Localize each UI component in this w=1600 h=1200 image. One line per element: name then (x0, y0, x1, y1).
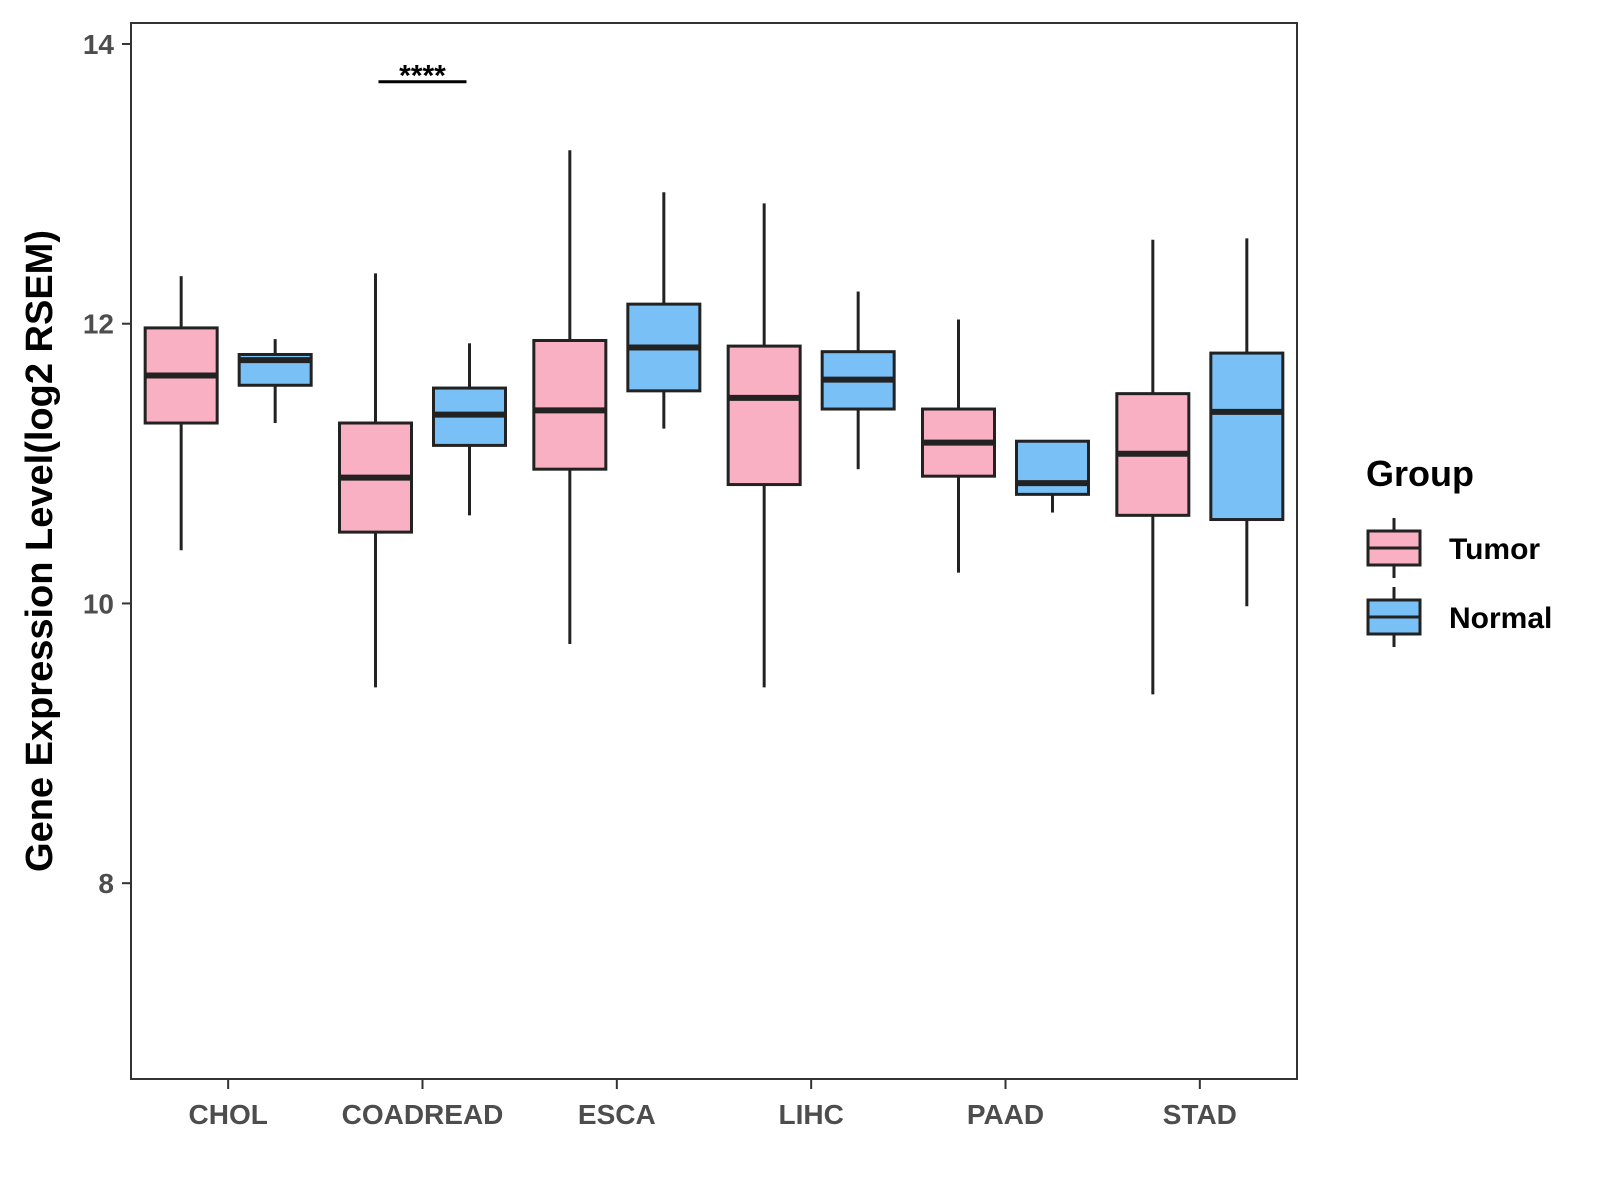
box-normal-coadread (432, 343, 507, 516)
x-axis: CHOL COADREAD ESCA LIHC PAAD STAD (189, 1079, 1237, 1130)
x-tick-label-coadread: COADREAD (342, 1099, 504, 1130)
significance-label: **** (399, 60, 446, 93)
x-tick-label-lihc: LIHC (779, 1099, 844, 1130)
box-tumor-esca (532, 150, 608, 645)
y-tick-label: 8 (98, 868, 114, 899)
annotation-layer: **** (378, 60, 467, 93)
box-tumor-lihc (726, 203, 802, 688)
legend-label: Tumor (1449, 533, 1540, 566)
box-body (726, 344, 802, 487)
box-tumor-stad (1115, 239, 1191, 695)
x-tick-label-chol: CHOL (189, 1099, 268, 1130)
y-tick-label: 12 (83, 309, 114, 340)
box-normal-chol (237, 339, 313, 424)
box-body (1015, 439, 1090, 496)
x-tick-label-esca: ESCA (578, 1099, 656, 1130)
legend-item-normal: Normal (1366, 587, 1552, 647)
box-normal-lihc (820, 291, 896, 470)
y-tick-label: 14 (83, 29, 115, 60)
box-body (1209, 351, 1285, 522)
box-tumor-coadread (338, 273, 413, 688)
legend-title: Group (1366, 453, 1474, 494)
box-normal-stad (1209, 238, 1285, 607)
x-tick-label-stad: STAD (1163, 1099, 1237, 1130)
box-tumor-paad (921, 319, 996, 573)
box-body (532, 338, 608, 471)
plot-panel-border (130, 22, 1298, 1080)
legend-item-tumor: Tumor (1366, 518, 1540, 578)
box-normal-paad (1015, 439, 1090, 513)
boxes-layer (143, 150, 1285, 695)
box-normal-esca (626, 192, 702, 429)
y-tick-label: 10 (83, 588, 114, 619)
y-axis: 8 10 12 14 (83, 29, 131, 899)
legend: Group Tumor Normal (1366, 453, 1552, 647)
box-tumor-chol (143, 276, 219, 551)
legend-label: Normal (1449, 602, 1552, 635)
y-axis-title: Gene Expression Level(log2 RSEM) (19, 230, 61, 872)
x-tick-label-paad: PAAD (967, 1099, 1044, 1130)
